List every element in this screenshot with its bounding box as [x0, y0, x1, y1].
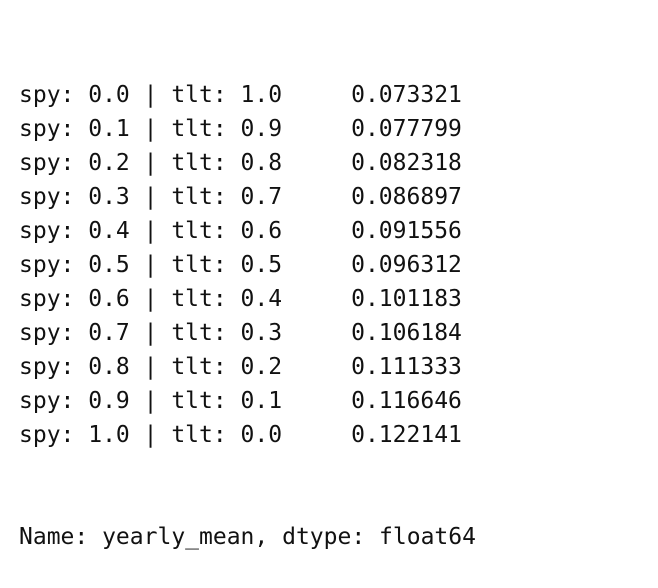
- row-index-label: spy: 0.2 | tlt: 0.8: [19, 150, 283, 176]
- row-value: 0.091556: [351, 218, 462, 244]
- series-row: spy: 0.4 | tlt: 0.6 0.091556: [19, 214, 476, 248]
- row-index-label: spy: 0.0 | tlt: 1.0: [19, 82, 283, 108]
- row-index-label: spy: 0.1 | tlt: 0.9: [19, 116, 283, 142]
- row-value: 0.101183: [351, 286, 462, 312]
- series-row: spy: 0.9 | tlt: 0.1 0.116646: [19, 384, 476, 418]
- series-row: spy: 0.3 | tlt: 0.7 0.086897: [19, 180, 476, 214]
- series-row: spy: 0.5 | tlt: 0.5 0.096312: [19, 248, 476, 282]
- row-index-label: spy: 0.5 | tlt: 0.5: [19, 252, 283, 278]
- row-index-label: spy: 0.4 | tlt: 0.6: [19, 218, 283, 244]
- row-value: 0.106184: [351, 320, 462, 346]
- row-index-label: spy: 0.3 | tlt: 0.7: [19, 184, 283, 210]
- row-value: 0.096312: [351, 252, 462, 278]
- row-index-label: spy: 0.7 | tlt: 0.3: [19, 320, 283, 346]
- row-index-label: spy: 0.8 | tlt: 0.2: [19, 354, 283, 380]
- series-row: spy: 1.0 | tlt: 0.0 0.122141: [19, 418, 476, 452]
- series-row: spy: 0.0 | tlt: 1.0 0.073321: [19, 78, 476, 112]
- row-index-label: spy: 0.6 | tlt: 0.4: [19, 286, 283, 312]
- row-value: 0.111333: [351, 354, 462, 380]
- row-value: 0.086897: [351, 184, 462, 210]
- row-value: 0.122141: [351, 422, 462, 448]
- series-row: spy: 0.2 | tlt: 0.8 0.082318: [19, 146, 476, 180]
- series-row: spy: 0.8 | tlt: 0.2 0.111333: [19, 350, 476, 384]
- row-value: 0.082318: [351, 150, 462, 176]
- row-index-label: spy: 1.0 | tlt: 0.0: [19, 422, 283, 448]
- series-row: spy: 0.7 | tlt: 0.3 0.106184: [19, 316, 476, 350]
- row-index-label: spy: 0.9 | tlt: 0.1: [19, 388, 283, 414]
- series-rows: spy: 0.0 | tlt: 1.0 0.073321 spy: 0.1 | tl…: [19, 78, 476, 452]
- row-value: 0.077799: [351, 116, 462, 142]
- series-row: spy: 0.6 | tlt: 0.4 0.101183: [19, 282, 476, 316]
- series-footer: Name: yearly_mean, dtype: float64: [19, 524, 476, 550]
- series-row: spy: 0.1 | tlt: 0.9 0.077799: [19, 112, 476, 146]
- row-value: 0.116646: [351, 388, 462, 414]
- series-output: spy: 0.0 | tlt: 1.0 0.073321 spy: 0.1 | tl…: [19, 10, 476, 588]
- row-value: 0.073321: [351, 82, 462, 108]
